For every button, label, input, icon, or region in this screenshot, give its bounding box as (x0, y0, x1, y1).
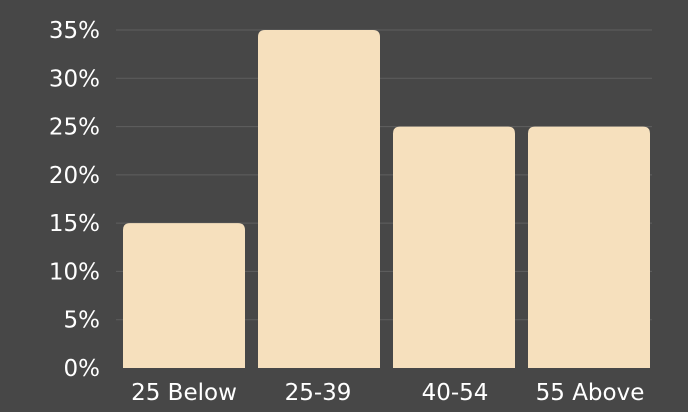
x-category-label: 25-39 (285, 380, 352, 406)
y-tick-label: 25% (49, 115, 100, 141)
y-tick-label: 5% (64, 308, 101, 334)
y-tick-label: 0% (64, 356, 101, 382)
y-tick-label: 30% (49, 66, 100, 92)
bar-25-below (123, 223, 245, 368)
y-tick-label: 10% (49, 259, 100, 285)
bars (123, 30, 650, 368)
y-tick-label: 35% (49, 18, 100, 44)
x-category-label: 55 Above (536, 380, 645, 406)
bar-25-39 (258, 30, 380, 368)
y-tick-label: 20% (49, 163, 100, 189)
x-category-label: 25 Below (131, 380, 237, 406)
bar-55-above (528, 126, 650, 368)
bar-40-54 (393, 126, 515, 368)
x-axis-labels: 25 Below 25-39 40-54 55 Above (131, 380, 644, 406)
y-axis-ticks: 0% 5% 10% 15% 20% 25% 30% 35% (49, 18, 100, 382)
x-category-label: 40-54 (422, 380, 489, 406)
y-tick-label: 15% (49, 211, 100, 237)
